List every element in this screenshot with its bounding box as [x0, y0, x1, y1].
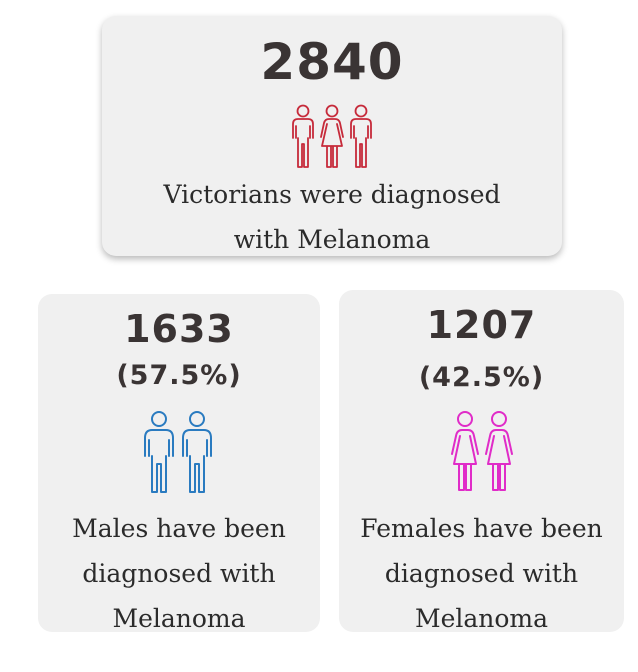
- males-percent: (57.5%): [116, 360, 242, 391]
- total-card: 2840 Victorians were diagnosed with Mela…: [102, 16, 562, 256]
- females-caption: Females have been diagnosed with Melanom…: [339, 506, 624, 641]
- females-number: 1207: [426, 303, 537, 347]
- males-caption: Males have been diagnosed with Melanoma: [38, 506, 320, 641]
- males-caption-line2: diagnosed with: [82, 559, 276, 588]
- males-card: 1633 (57.5%) Males have been diagnosed w…: [38, 294, 320, 633]
- people-group-icon: [102, 104, 562, 170]
- females-caption-line2: diagnosed with: [384, 559, 579, 588]
- females-caption-line3: Melanoma: [414, 604, 549, 633]
- males-number: 1633: [124, 307, 234, 351]
- females-card: 1207 (42.5%) Females have been diagnosed…: [339, 290, 624, 633]
- total-caption-line2: with Melanoma: [233, 225, 431, 254]
- total-caption: Victorians were diagnosed with Melanoma: [102, 172, 562, 262]
- females-percent: (42.5%): [418, 362, 545, 393]
- females-caption-line1: Females have been: [360, 514, 603, 543]
- total-number: 2840: [260, 33, 404, 91]
- two-men-icon: [38, 410, 320, 494]
- males-caption-line3: Melanoma: [112, 604, 246, 633]
- two-women-icon: [339, 410, 624, 492]
- males-caption-line1: Males have been: [72, 514, 286, 543]
- total-caption-line1: Victorians were diagnosed: [163, 180, 501, 209]
